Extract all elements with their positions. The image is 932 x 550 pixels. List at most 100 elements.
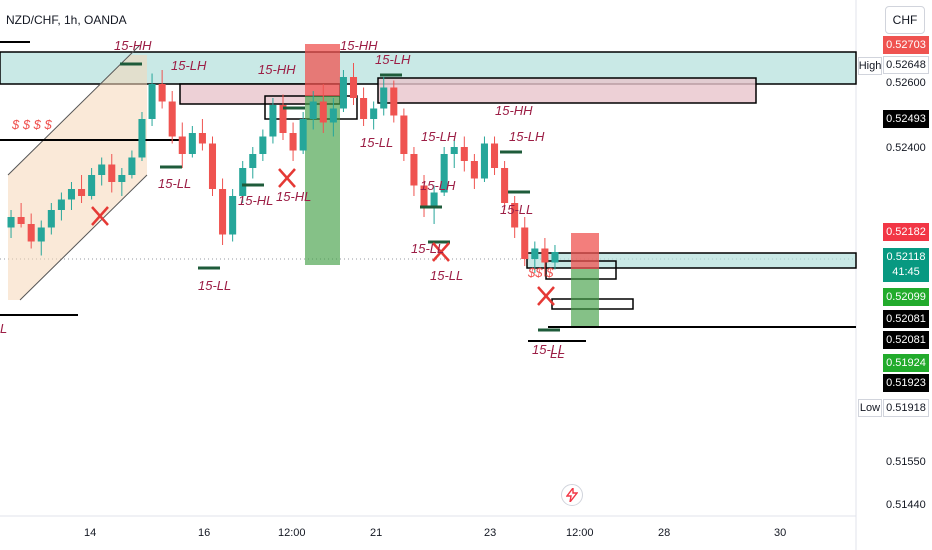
candle-body	[531, 248, 539, 259]
price-tag-value: 0.52703	[886, 39, 926, 51]
candle	[309, 91, 317, 130]
annotation-label: 15-LL	[532, 342, 565, 357]
candle-body	[108, 164, 116, 182]
annotation-label: 15-HH	[258, 62, 296, 77]
high-label: High	[858, 57, 882, 75]
price-tag-value: 0.51923	[886, 377, 926, 389]
candle-body	[541, 248, 549, 263]
x-tick-1200a: 12:00	[278, 527, 306, 539]
candle	[349, 63, 358, 105]
candle	[178, 122, 186, 168]
candle-body	[188, 133, 196, 154]
candle	[239, 161, 247, 203]
candle	[88, 168, 96, 200]
candle-body	[289, 133, 297, 151]
candle	[329, 98, 337, 137]
candle-body	[158, 84, 166, 102]
price-tag-low: 0.51918	[883, 399, 929, 417]
annotation-label: 15-LH	[509, 129, 545, 144]
price-tag-value: 0.52099	[886, 291, 926, 303]
candle	[7, 210, 15, 238]
annotation-label: $$ $	[527, 265, 554, 280]
candle	[269, 98, 277, 144]
short-target-box-2	[571, 269, 599, 327]
y-tick-0.52600: 0.52600	[886, 77, 926, 89]
candle	[491, 136, 499, 175]
candle-body	[198, 133, 206, 144]
channel-lower-line	[19, 174, 148, 301]
candle-body	[521, 227, 529, 259]
candle-body	[239, 168, 247, 196]
price-tag-p2: 0.52182	[883, 223, 929, 241]
candle	[380, 77, 388, 116]
annotation-label: 15-LL	[158, 176, 191, 191]
cross-mark-1	[278, 168, 296, 188]
annotation-label: 15-LL	[500, 202, 533, 217]
cross-line	[432, 242, 450, 262]
cross-mark-3	[537, 286, 555, 306]
candle	[188, 126, 196, 158]
price-tag-value: 0.51918	[886, 402, 926, 414]
candle-body	[551, 252, 559, 263]
candle	[390, 80, 398, 123]
candle-body	[319, 101, 327, 123]
currency-button[interactable]: CHF	[885, 6, 925, 34]
cross-mark-2	[432, 242, 450, 262]
cross-line	[537, 286, 555, 306]
candle-body	[410, 154, 418, 186]
annotation-label: $ $ $ $	[11, 117, 53, 132]
candle-body	[7, 217, 15, 228]
candle-body	[480, 143, 488, 179]
candle-body	[118, 175, 126, 182]
candle	[289, 122, 297, 161]
candle-body	[47, 210, 55, 228]
candle-body	[229, 196, 237, 235]
candle-body	[168, 101, 176, 137]
candle-body	[299, 119, 307, 151]
candle	[541, 238, 549, 277]
candle-body	[390, 87, 398, 116]
candle	[501, 161, 509, 210]
price-tag-p5: 0.52081	[883, 310, 929, 328]
candle-body	[57, 199, 65, 210]
candle-body	[279, 105, 287, 133]
annotation-label: 15-LL	[198, 278, 231, 293]
candle-body	[339, 77, 347, 109]
candle	[400, 108, 408, 161]
price-tag-p6: 0.52081	[883, 331, 929, 349]
candle	[148, 73, 156, 126]
annotation-label: 15-LH	[420, 178, 456, 193]
flash-icon[interactable]	[561, 484, 583, 506]
candle-body	[420, 185, 428, 207]
channel-upper-line	[7, 44, 141, 176]
candle	[319, 84, 327, 133]
candle	[78, 175, 86, 203]
candle-body	[440, 154, 448, 193]
candle-body	[138, 119, 146, 158]
candle	[360, 87, 368, 126]
candle	[57, 192, 65, 221]
x-tick-28: 28	[658, 527, 671, 539]
candle-body	[78, 189, 86, 196]
symbol-title: NZD/CHF, 1h, OANDA	[6, 13, 127, 27]
candle-body	[450, 147, 458, 154]
candle	[370, 101, 378, 130]
annotation-label: LL	[550, 346, 564, 361]
candle	[450, 140, 458, 168]
x-tick-16: 16	[198, 527, 211, 539]
candle	[128, 150, 136, 179]
candle	[208, 136, 217, 196]
annotation-label: 15-LH	[375, 52, 411, 67]
candle	[98, 157, 106, 186]
candle-body	[360, 98, 368, 119]
price-tag-p1: 0.52493	[883, 110, 929, 128]
annotation-label: 15-HL	[276, 189, 311, 204]
candle	[27, 213, 35, 249]
y-tick-0.51550: 0.51550	[886, 456, 926, 468]
candle-body	[88, 175, 96, 196]
candle-body	[98, 164, 106, 175]
price-tag-value: 0.51924	[886, 357, 926, 369]
cross-line	[91, 206, 109, 226]
candle	[440, 147, 448, 196]
